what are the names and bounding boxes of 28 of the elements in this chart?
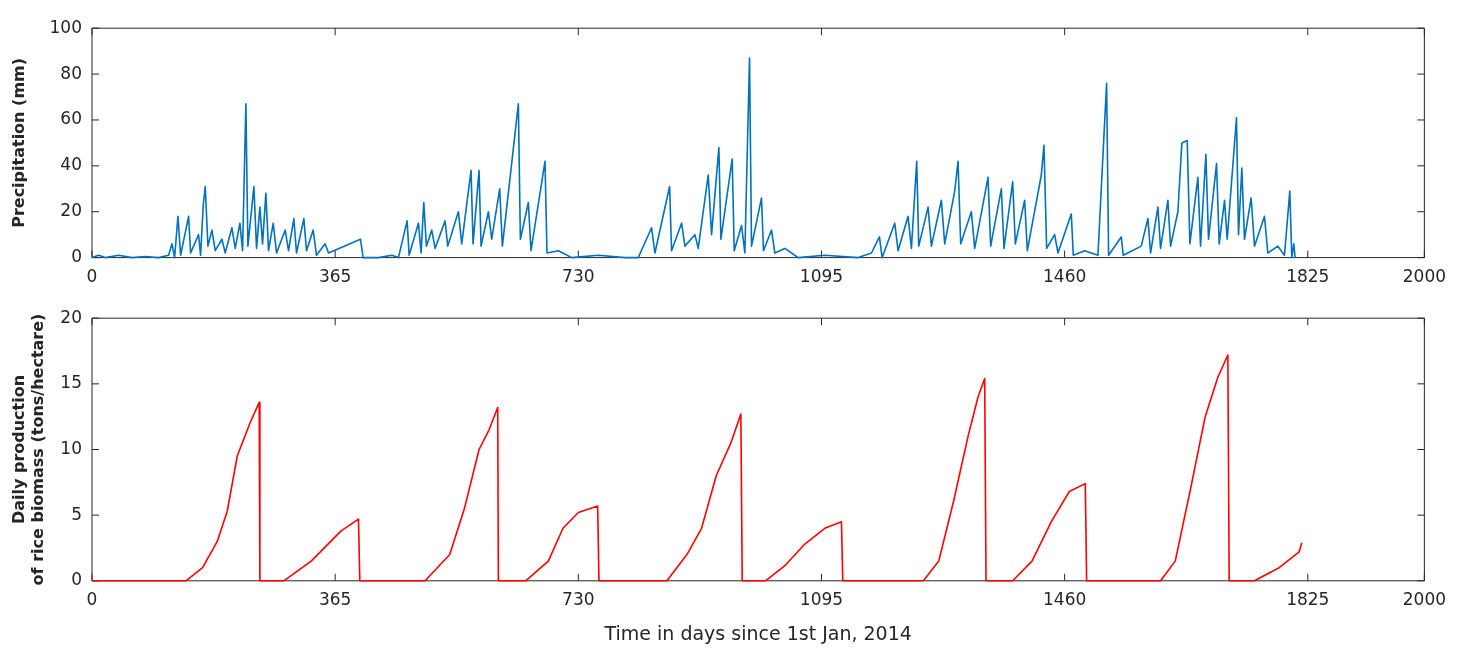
y-tick-label: 0 bbox=[71, 569, 82, 590]
y-axis-title: Daily production of rice biomass (tons/hectare) bbox=[8, 313, 47, 586]
x-tick-label: 0 bbox=[86, 589, 98, 610]
y-axis-title: Precipitation (mm) bbox=[8, 57, 28, 228]
y-tick-label: 5 bbox=[71, 503, 82, 524]
x-tick-label: 1095 bbox=[799, 589, 844, 610]
x-tick-label: 1460 bbox=[1043, 589, 1087, 610]
x-tick-label: 1095 bbox=[799, 266, 844, 287]
x-axis-title: Time in days since 1st Jan, 2014 bbox=[603, 621, 912, 644]
x-tick-label: 365 bbox=[318, 266, 352, 287]
y-tick-label: 15 bbox=[60, 372, 82, 393]
x-tick-label: 2000 bbox=[1402, 589, 1446, 610]
x-tick-label: 1460 bbox=[1043, 266, 1087, 287]
y-tick-label: 0 bbox=[71, 246, 82, 267]
x-tick-label: 2000 bbox=[1402, 266, 1446, 287]
x-tick-label: 0 bbox=[86, 266, 98, 287]
x-tick-label: 730 bbox=[562, 589, 595, 610]
x-tick-label: 730 bbox=[562, 266, 595, 287]
x-tick-label: 365 bbox=[318, 589, 352, 610]
y-tick-label: 60 bbox=[60, 108, 82, 129]
y-tick-label: 100 bbox=[49, 16, 82, 37]
x-tick-label: 1825 bbox=[1286, 589, 1330, 610]
y-tick-label: 20 bbox=[60, 200, 82, 221]
y-tick-label: 80 bbox=[60, 62, 82, 83]
y-tick-label: 20 bbox=[60, 306, 82, 327]
y-tick-label: 10 bbox=[60, 437, 82, 458]
y-tick-label: 40 bbox=[60, 154, 82, 175]
x-tick-label: 1825 bbox=[1286, 266, 1330, 287]
